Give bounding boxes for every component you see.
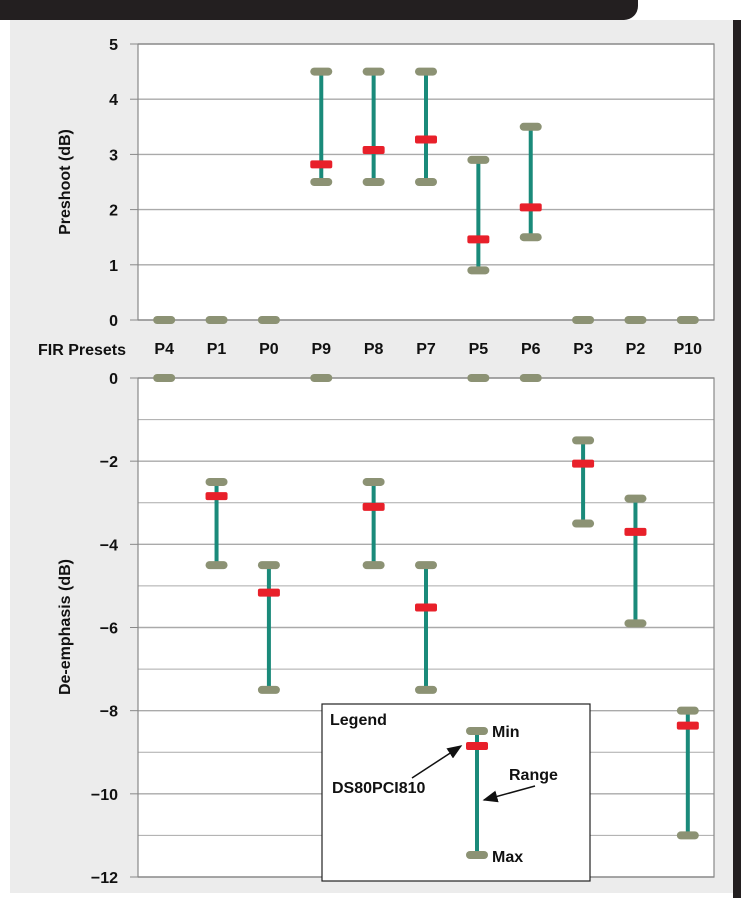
measured-value-marker (519, 203, 542, 212)
min-marker (257, 561, 280, 570)
legend-range-arrow (482, 785, 536, 803)
y-tick-label: 5 (109, 37, 118, 54)
legend-min-marker (466, 727, 488, 735)
category-label: P6 (521, 341, 541, 358)
category-label: P3 (573, 341, 593, 358)
y-tick-label: 0 (109, 371, 118, 388)
min-marker (415, 561, 437, 570)
max-marker (362, 67, 385, 76)
y-axis-label: Preshoot (dB) (57, 129, 74, 235)
measured-value-marker (257, 588, 280, 597)
legend-measured-label: DS80PCI810 (332, 780, 425, 797)
min-marker (467, 266, 490, 275)
min-marker (467, 374, 490, 382)
min-marker (362, 477, 385, 486)
category-label: P5 (469, 341, 489, 358)
min-marker (257, 316, 280, 324)
max-marker (572, 519, 595, 528)
category-label: P8 (364, 341, 384, 358)
max-marker (205, 561, 228, 570)
y-tick-label: −12 (91, 870, 118, 887)
min-marker (676, 706, 699, 715)
min-marker (153, 374, 176, 382)
max-marker (310, 67, 333, 76)
category-label: P9 (311, 341, 331, 358)
legend-max-label: Max (492, 849, 523, 866)
measured-value-marker (310, 160, 333, 169)
legend-measured-arrow (411, 745, 463, 779)
y-tick-label: −10 (91, 787, 118, 804)
min-marker (362, 178, 385, 186)
min-marker (205, 477, 228, 486)
min-marker (205, 316, 228, 324)
min-marker (624, 316, 647, 324)
category-label: P2 (626, 341, 646, 358)
min-marker (415, 178, 437, 186)
legend-title: Legend (330, 712, 387, 729)
panel-right-border (733, 20, 741, 898)
category-axis-label: FIR Presets (38, 342, 126, 359)
max-marker (467, 155, 490, 164)
measured-value-marker (676, 721, 699, 730)
measured-value-marker (467, 235, 490, 244)
max-marker (415, 685, 437, 694)
y-tick-label: 2 (109, 203, 118, 220)
min-marker (676, 316, 699, 324)
y-tick-label: −6 (100, 621, 118, 638)
category-label: P4 (154, 341, 174, 358)
plot-border (137, 43, 715, 321)
max-marker (257, 685, 280, 694)
category-label: P1 (207, 341, 227, 358)
measured-value-marker (415, 135, 437, 144)
y-tick-label: −4 (100, 537, 118, 554)
legend-min-label: Min (492, 724, 520, 741)
measured-value-marker (572, 459, 595, 468)
max-marker (362, 561, 385, 570)
measured-value-marker (415, 603, 437, 612)
max-marker (676, 831, 699, 840)
category-label: P0 (259, 341, 279, 358)
y-tick-label: 4 (109, 92, 118, 109)
min-marker (624, 494, 647, 503)
min-marker (572, 436, 595, 445)
min-marker (519, 233, 542, 242)
y-tick-label: 0 (109, 313, 118, 330)
max-marker (519, 122, 542, 131)
legend-range-label: Range (509, 767, 558, 784)
legend-measured-marker (466, 742, 488, 750)
y-tick-label: 3 (109, 147, 118, 164)
y-tick-label: −2 (100, 454, 118, 471)
min-marker (572, 316, 595, 324)
category-label: P7 (416, 341, 436, 358)
y-tick-label: −8 (100, 704, 118, 721)
min-marker (310, 374, 333, 382)
min-marker (153, 316, 176, 324)
measured-value-marker (362, 502, 385, 511)
legend-box (321, 703, 591, 882)
min-marker (519, 374, 542, 382)
y-axis-label: De-emphasis (dB) (57, 559, 74, 695)
measured-value-marker (362, 145, 385, 154)
max-marker (624, 619, 647, 628)
category-label: P10 (674, 341, 703, 358)
header-bar (0, 0, 638, 20)
measured-value-marker (205, 492, 228, 501)
min-marker (310, 178, 333, 186)
legend-max-marker (466, 851, 488, 859)
y-tick-label: 1 (109, 258, 118, 275)
measured-value-marker (624, 527, 647, 536)
max-marker (415, 67, 437, 76)
